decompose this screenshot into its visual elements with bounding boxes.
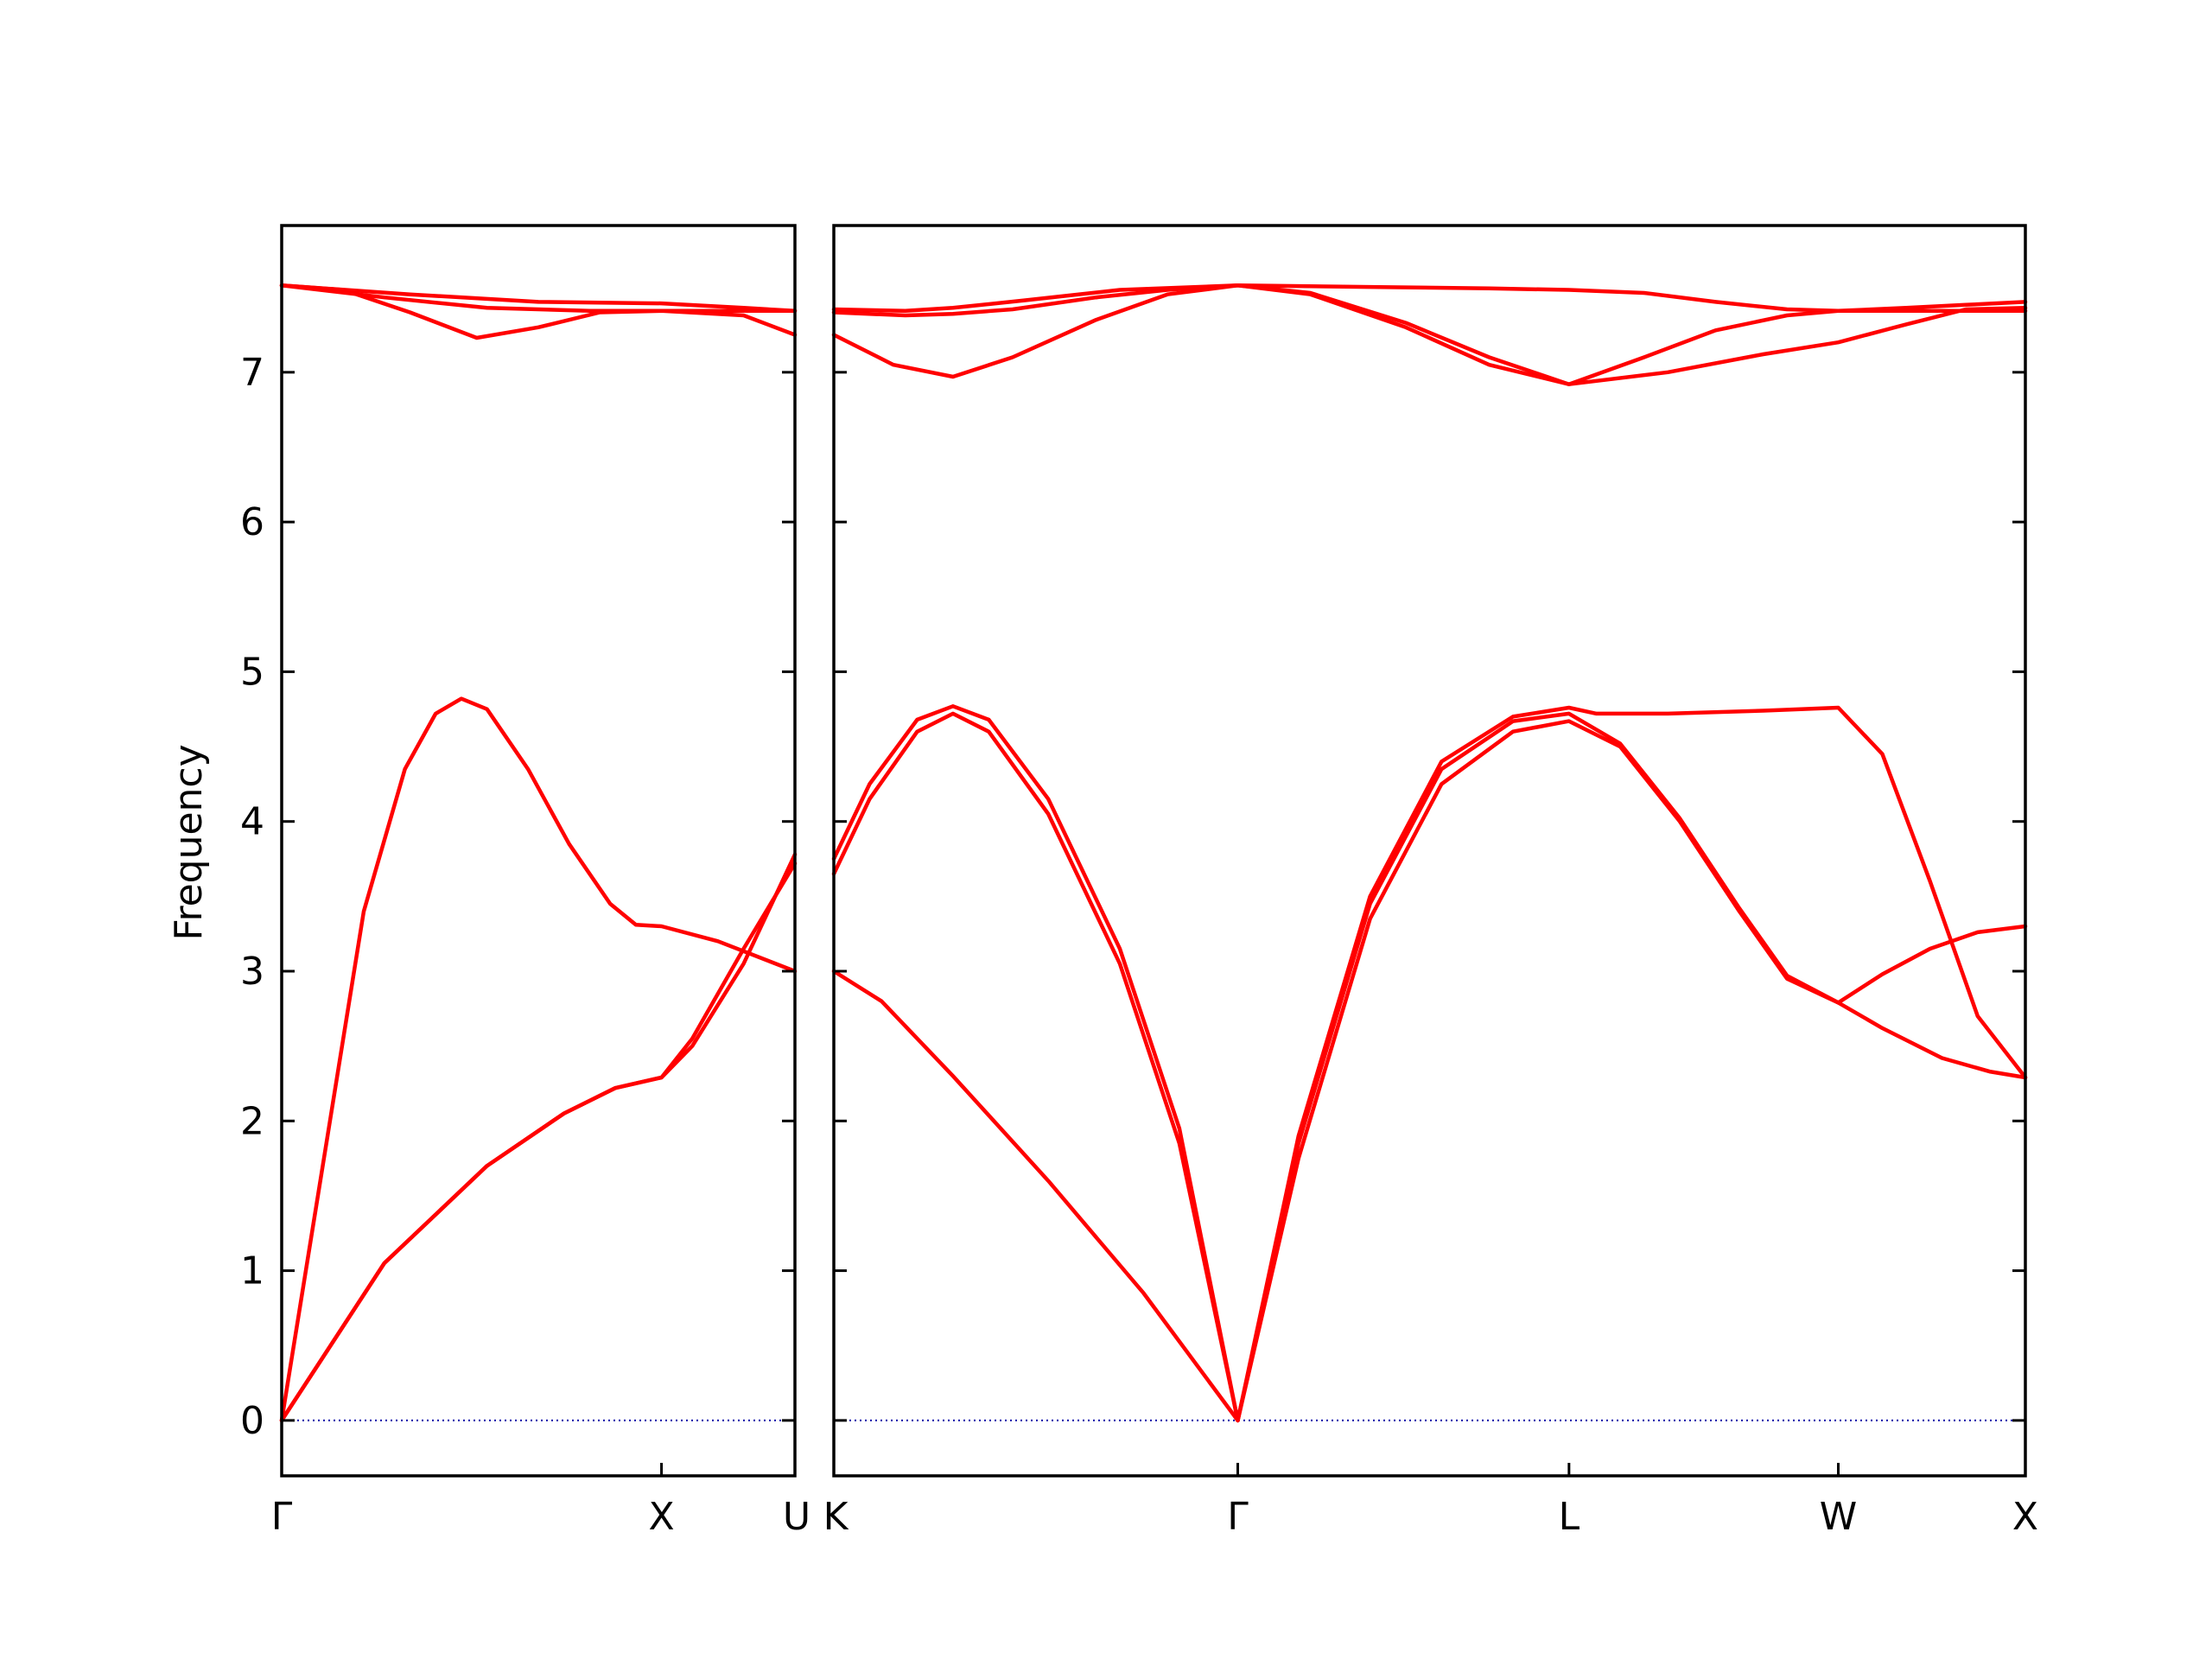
x-tick-label: W xyxy=(1820,1495,1858,1539)
band-line-6 xyxy=(279,283,798,314)
band-line-6 xyxy=(1236,705,2028,1423)
y-tick-label: 4 xyxy=(240,800,264,844)
y-axis-label: Frequency xyxy=(167,744,211,940)
band-line-2 xyxy=(279,696,798,1423)
x-tick-label: K xyxy=(823,1495,849,1539)
band-line-4 xyxy=(279,283,798,340)
band-line-9 xyxy=(831,283,2028,314)
x-tick-label: Γ xyxy=(1227,1495,1249,1539)
y-tick-label: 7 xyxy=(240,351,264,395)
y-tick-label: 3 xyxy=(240,950,264,994)
x-tick-label: U xyxy=(783,1495,810,1539)
panel-frame xyxy=(832,224,2027,1478)
panels-layer: 0 1 2 3 4 5 6 7 Γ X U K Γ L W X xyxy=(240,224,2038,1539)
x-tick-label: Γ xyxy=(271,1495,293,1539)
band-line-5 xyxy=(279,283,798,314)
x-tick-label: X xyxy=(2012,1495,2038,1539)
y-tick-label: 5 xyxy=(240,650,264,694)
x-tick-label: L xyxy=(1559,1495,1580,1539)
band-line-5 xyxy=(1236,711,2028,1423)
band-line-1 xyxy=(831,969,1240,1423)
panel-frame xyxy=(280,224,797,1478)
x-tick-label: X xyxy=(648,1495,674,1539)
band-line-2 xyxy=(831,711,1240,1423)
band-line-7 xyxy=(831,283,2028,386)
y-tick-label: 0 xyxy=(240,1399,264,1443)
y-tick-label: 6 xyxy=(240,500,264,544)
band-line-3 xyxy=(831,704,1240,1423)
band-line-3 xyxy=(279,861,798,1423)
y-tick-label: 1 xyxy=(240,1249,264,1294)
y-tick-label: 2 xyxy=(240,1099,264,1143)
